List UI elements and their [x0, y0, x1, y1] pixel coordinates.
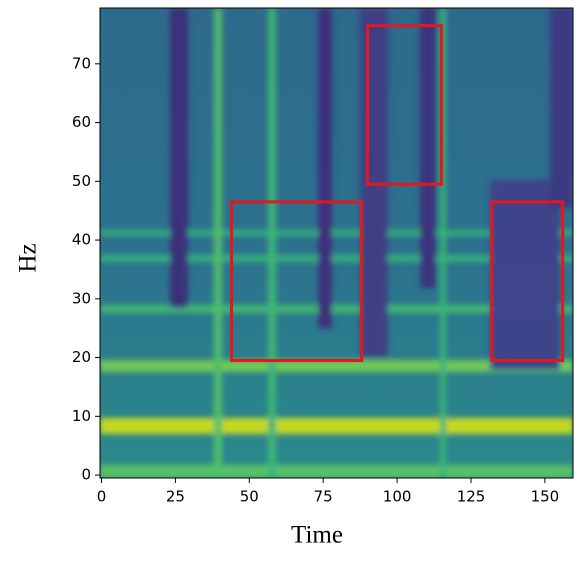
y-tick-label: 60	[72, 113, 91, 131]
highlight-box	[366, 24, 443, 186]
x-tick-label: 150	[531, 488, 560, 506]
y-tick-label: 10	[72, 407, 91, 425]
y-tick-label: 20	[72, 348, 91, 366]
plot-frame	[99, 7, 574, 479]
y-tick-label: 40	[72, 231, 91, 249]
y-tick-label: 0	[81, 466, 91, 484]
x-tick-label: 125	[457, 488, 486, 506]
y-tick-label: 50	[72, 172, 91, 190]
y-axis-label: Hz	[15, 243, 42, 272]
x-tick-label: 25	[166, 488, 185, 506]
y-tick-label: 70	[72, 54, 91, 72]
highlight-box	[490, 200, 565, 362]
highlight-box	[230, 200, 364, 362]
x-tick-label: 75	[314, 488, 333, 506]
x-axis-label: Time	[291, 522, 343, 549]
spectrogram	[100, 8, 573, 478]
x-tick-label: 50	[240, 488, 259, 506]
x-tick-label: 100	[383, 488, 412, 506]
y-tick-label: 30	[72, 289, 91, 307]
x-tick-label: 0	[97, 488, 107, 506]
